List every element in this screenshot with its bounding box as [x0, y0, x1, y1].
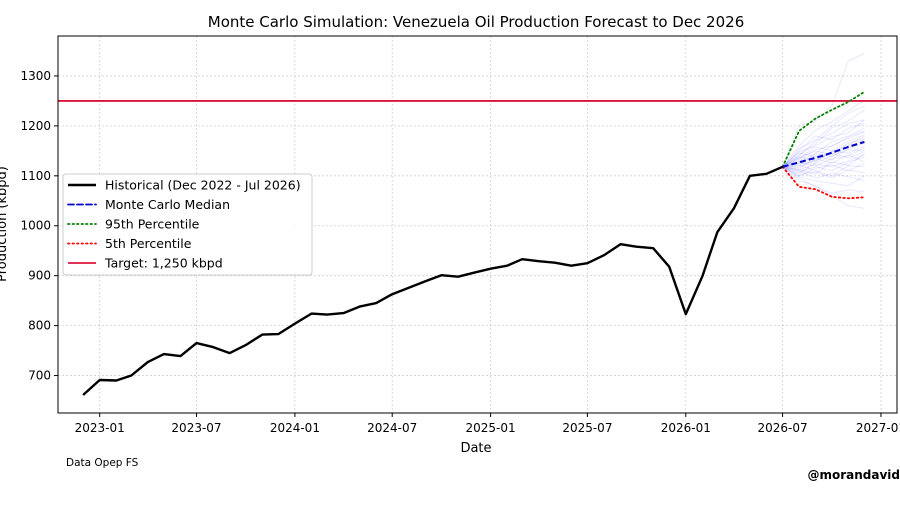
legend-label: 5th Percentile: [105, 236, 192, 251]
x-tick-label: 2024-07: [367, 421, 417, 435]
simulation-paths: [782, 53, 865, 209]
legend-label: Monte Carlo Median: [105, 197, 230, 212]
y-tick-label: 1200: [20, 119, 51, 133]
y-axis-label: Production (kbpd): [0, 166, 10, 282]
simulation-path: [782, 154, 865, 169]
median-line: [782, 140, 865, 168]
simulation-path: [782, 154, 865, 171]
x-tick-label: 2026-01: [661, 421, 711, 435]
simulation-path: [782, 122, 865, 168]
source-note: Data Opep FS: [66, 457, 139, 469]
simulation-path: [782, 53, 865, 167]
simulation-path: [782, 130, 865, 168]
simulation-path: [782, 151, 865, 168]
simulation-path: [782, 166, 865, 209]
historical-line: [82, 165, 784, 396]
legend-box: [62, 173, 313, 276]
p95-line: [781, 91, 866, 168]
plot-frame: [57, 35, 898, 414]
simulation-path: [782, 127, 865, 168]
simulation-path: [782, 138, 865, 168]
simulation-path: [782, 153, 865, 175]
simulation-path: [782, 109, 865, 168]
x-tick-label: 2026-07: [757, 421, 807, 435]
legend: Historical (Dec 2022 - Jul 2026) Monte Ca…: [62, 173, 313, 276]
y-tick-label: 800: [28, 319, 51, 333]
simulation-path: [782, 105, 865, 168]
simulation-path: [782, 149, 865, 174]
y-tick-label: 1300: [20, 69, 51, 83]
legend-label: Historical (Dec 2022 - Jul 2026): [105, 178, 301, 193]
x-tick-label: 2023-01: [75, 421, 125, 435]
y-tick-label: 1100: [20, 169, 51, 183]
p5-line: [781, 165, 866, 200]
x-tick-label: 2023-07: [171, 421, 221, 435]
y-tick-label: 900: [28, 269, 51, 283]
simulation-path: [782, 162, 865, 177]
simulation-path: [782, 166, 865, 182]
simulation-path: [782, 166, 865, 179]
simulation-path: [782, 119, 865, 168]
simulation-path: [782, 99, 865, 168]
author-credit: @morandavid: [807, 468, 900, 482]
simulation-path: [782, 164, 865, 177]
axes: 700 800 900 1000 1100 1200 1300 2023-01 2023-07 2…: [20, 69, 900, 435]
simulation-path: [782, 156, 865, 173]
simulation-path: [782, 119, 865, 168]
y-tick-label: 700: [28, 369, 51, 383]
simulation-path: [782, 166, 865, 187]
simulation-path: [782, 131, 865, 168]
x-tick-label: 2024-01: [270, 421, 320, 435]
legend-label: Target: 1,250 kbpd: [104, 256, 223, 271]
chart-title: Monte Carlo Simulation: Venezuela Oil Pr…: [208, 13, 744, 31]
x-tick-label: 2025-07: [562, 421, 612, 435]
x-axis-label: Date: [460, 441, 491, 456]
simulation-path: [782, 134, 865, 168]
y-tick-label: 1000: [20, 219, 51, 233]
x-tick-label: 2025-01: [466, 421, 516, 435]
simulation-path: [782, 139, 865, 168]
legend-label: 95th Percentile: [105, 217, 200, 232]
series: [58, 91, 897, 396]
simulation-path: [782, 166, 865, 194]
x-tick-label: 2027-01: [856, 421, 900, 435]
simulation-path: [782, 135, 865, 168]
